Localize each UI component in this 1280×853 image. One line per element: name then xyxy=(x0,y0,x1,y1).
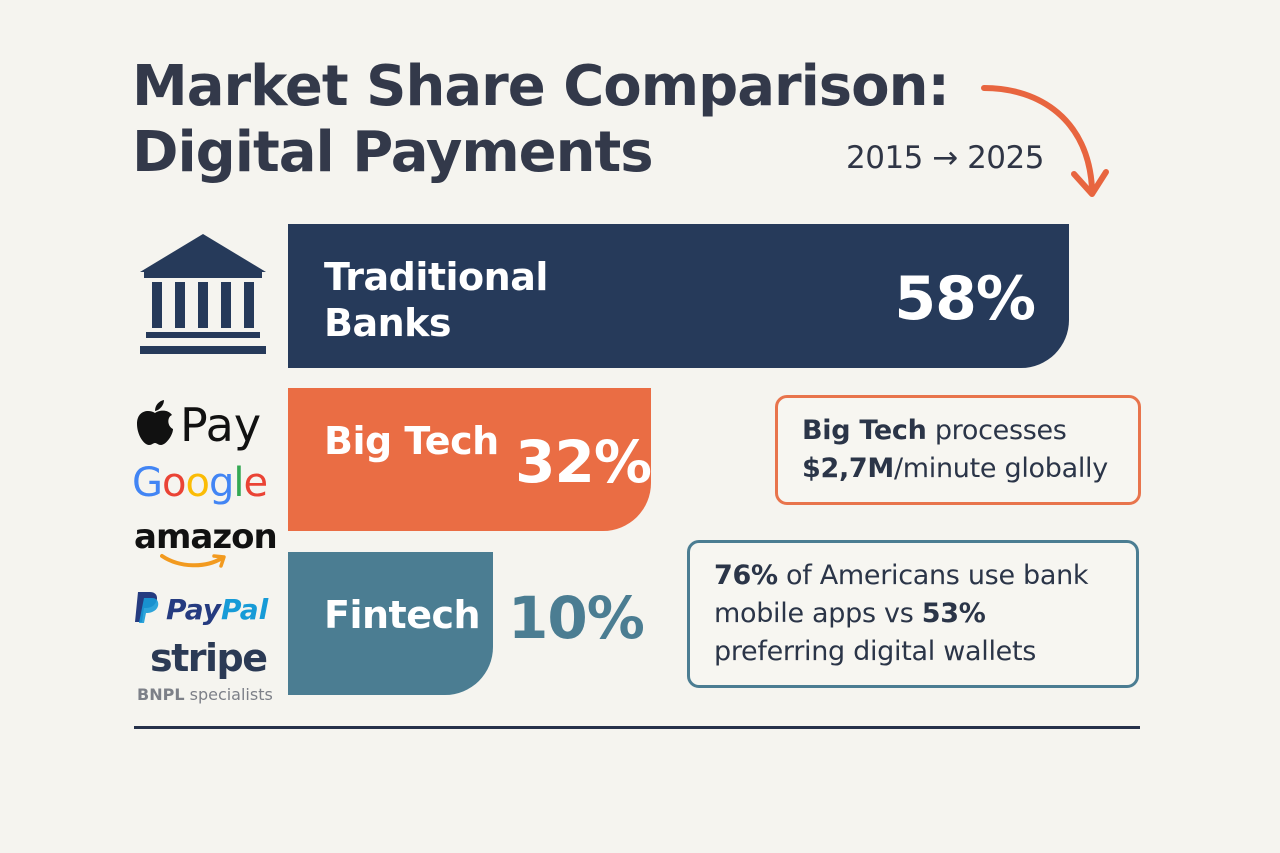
callout-text: /minute globally xyxy=(894,453,1108,484)
bnpl-label: BNPL specialists xyxy=(137,685,273,704)
apple-icon xyxy=(137,400,173,445)
apple-pay-logo: Pay xyxy=(134,398,261,452)
amazon-smile-icon xyxy=(160,554,226,568)
bank-icon xyxy=(140,234,266,354)
callout-text: mobile apps vs xyxy=(714,598,922,629)
title-line-2: Digital Payments xyxy=(132,120,654,185)
bnpl-bold: BNPL xyxy=(137,685,185,704)
divider xyxy=(134,726,1140,729)
bar-big-tech: Big Tech 32% xyxy=(288,388,652,531)
bar-label-big-tech: Big Tech xyxy=(324,419,499,463)
paypal-text-pay: Pay xyxy=(166,593,222,626)
page-title: Market Share Comparison: Digital Payment… xyxy=(132,54,950,186)
bar-label-traditional-banks: Traditional Banks xyxy=(324,254,548,346)
bar-value-big-tech: 32% xyxy=(515,428,652,496)
stripe-logo: stripe xyxy=(150,636,268,680)
paypal-icon xyxy=(135,592,159,623)
apple-pay-text: Pay xyxy=(180,398,262,452)
callout-bold: 76% xyxy=(714,560,778,591)
callout-americans: 76% of Americans use bank mobile apps vs… xyxy=(687,540,1139,688)
google-letter: g xyxy=(208,460,234,506)
curved-arrow-icon xyxy=(981,85,1109,197)
bar-label-fintech: Fintech xyxy=(324,593,481,637)
callout-big-tech: Big Tech processes $2,7M/minute globally xyxy=(775,395,1141,505)
google-letter: G xyxy=(132,460,163,506)
callout-line-3: preferring digital wallets xyxy=(714,636,1037,667)
callout-bold: Big Tech xyxy=(802,415,927,446)
callout-bold: $2,7M xyxy=(802,453,894,484)
period-label: 2015 → 2025 xyxy=(846,140,1044,176)
callout-line-1: Big Tech processes xyxy=(802,412,1116,450)
callout-line-1: 76% of Americans use bank xyxy=(714,557,1114,595)
callout-text: processes xyxy=(926,415,1067,446)
google-letter: o xyxy=(185,460,210,506)
bar-fintech: Fintech xyxy=(288,552,493,695)
bar-label-line-2: Banks xyxy=(324,301,452,345)
callout-text: of Americans use bank xyxy=(777,560,1089,591)
paypal-text-pal: Pal xyxy=(221,593,269,626)
google-letter: l xyxy=(233,460,244,506)
callout-line-2: $2,7M/minute globally xyxy=(802,450,1116,488)
google-logo: Google xyxy=(132,460,268,506)
google-letter: o xyxy=(162,460,187,506)
bar-traditional-banks: Traditional Banks 58% xyxy=(288,224,1069,368)
amazon-logo: amazon xyxy=(134,517,278,557)
bar-label-line-1: Traditional xyxy=(324,255,548,299)
paypal-logo: PayPal xyxy=(132,590,268,626)
bar-value-traditional-banks: 58% xyxy=(894,264,1036,334)
bar-value-fintech: 10% xyxy=(508,584,645,652)
title-line-1: Market Share Comparison: xyxy=(132,54,950,119)
bnpl-rest: specialists xyxy=(184,685,273,704)
callout-bold: 53% xyxy=(921,598,986,629)
google-letter: e xyxy=(243,460,268,506)
callout-line-2: mobile apps vs 53% xyxy=(714,595,1114,633)
